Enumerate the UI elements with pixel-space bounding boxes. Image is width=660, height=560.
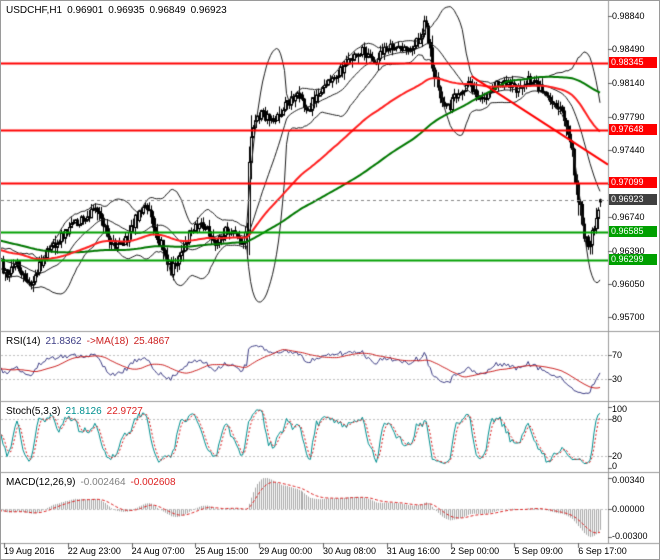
price-axis-label: 0.95700 xyxy=(612,312,645,323)
rsi-axis-label: 30 xyxy=(612,374,623,384)
price-axis-label: 0.96740 xyxy=(612,212,645,223)
rsi-ma-name: ->MA(18) xyxy=(86,336,129,347)
stoch-axis-label: 80 xyxy=(612,414,623,425)
price-axis-label: 0.98840 xyxy=(612,10,645,21)
time-axis-label: 2 Sep 00:00 xyxy=(450,546,500,556)
time-axis-label: 19 Aug 2016 xyxy=(4,546,55,556)
panel-separator[interactable] xyxy=(1,471,659,474)
macd-value: -0.002464 xyxy=(80,477,126,488)
rsi-axis-label: 70 xyxy=(612,350,623,360)
rsi-value: 21.8362 xyxy=(45,336,82,347)
panel-separator[interactable] xyxy=(1,400,659,403)
macd-signal-value: -0.002608 xyxy=(130,477,176,488)
ohlc-low: 0.96849 xyxy=(149,5,186,16)
resistance-level-flag[interactable]: 0.97648 xyxy=(609,124,657,136)
stochastic-indicator-label[interactable]: Stoch(5,3,3) 21.8126 22.9727 xyxy=(6,406,148,417)
price-axis-label: 0.96050 xyxy=(612,278,645,289)
stoch-axis-label: 20 xyxy=(612,450,623,461)
time-axis-label: 22 Aug 23:00 xyxy=(67,546,121,556)
rsi-name: RSI(14) xyxy=(6,336,41,347)
stoch-axis-label: 100 xyxy=(612,404,628,414)
ohlc-high: 0.96935 xyxy=(108,5,145,16)
ohlc-open: 0.96901 xyxy=(67,5,104,16)
price-axis-label: 0.97440 xyxy=(612,145,645,156)
time-axis-label: 6 Sep 17:00 xyxy=(578,546,627,556)
price-axis-label: 0.98490 xyxy=(612,44,645,55)
panel-separator[interactable] xyxy=(1,330,659,333)
stoch-axis-label: 0 xyxy=(612,461,618,471)
macd-name: MACD(12,26,9) xyxy=(6,477,76,488)
chart-title: USDCHF,H1 0.96901 0.96935 0.96849 0.96923 xyxy=(6,5,232,16)
current-price-flag: 0.96923 xyxy=(609,193,657,205)
price-axis-label: 0.97790 xyxy=(612,111,645,122)
time-axis-label: 30 Aug 08:00 xyxy=(323,546,377,556)
time-axis-label: 5 Sep 09:00 xyxy=(514,546,563,556)
macd-axis-label: 0.00340 xyxy=(612,475,645,485)
time-axis-label: 29 Aug 00:00 xyxy=(259,546,313,556)
time-axis-label: 25 Aug 15:00 xyxy=(195,546,249,556)
ohlc-close: 0.96923 xyxy=(190,5,227,16)
support-level-flag[interactable]: 0.96299 xyxy=(609,253,657,265)
resistance-level-flag[interactable]: 0.98345 xyxy=(609,57,657,69)
macd-indicator-label[interactable]: MACD(12,26,9) -0.002464 -0.002608 xyxy=(6,477,181,488)
stoch-name: Stoch(5,3,3) xyxy=(6,406,61,417)
price-axis-label: 0.98140 xyxy=(612,77,645,88)
stoch-k-value: 21.8126 xyxy=(65,406,102,417)
price-axis-label: 0.96390 xyxy=(612,246,645,257)
support-level-flag[interactable]: 0.96585 xyxy=(609,226,657,238)
rsi-ma-value: 25.4867 xyxy=(133,336,170,347)
macd-axis-label: -0.00300 xyxy=(612,531,648,541)
stoch-d-value: 22.9727 xyxy=(106,406,143,417)
macd-axis-label: 0.00000 xyxy=(612,504,645,515)
time-axis-label: 24 Aug 07:00 xyxy=(131,546,185,556)
rsi-indicator-label[interactable]: RSI(14) 21.8362 ->MA(18) 25.4867 xyxy=(6,336,175,347)
time-axis-label: 31 Aug 16:00 xyxy=(386,546,440,556)
resistance-level-flag[interactable]: 0.97099 xyxy=(609,176,657,188)
symbol-timeframe: USDCHF,H1 xyxy=(6,5,63,16)
